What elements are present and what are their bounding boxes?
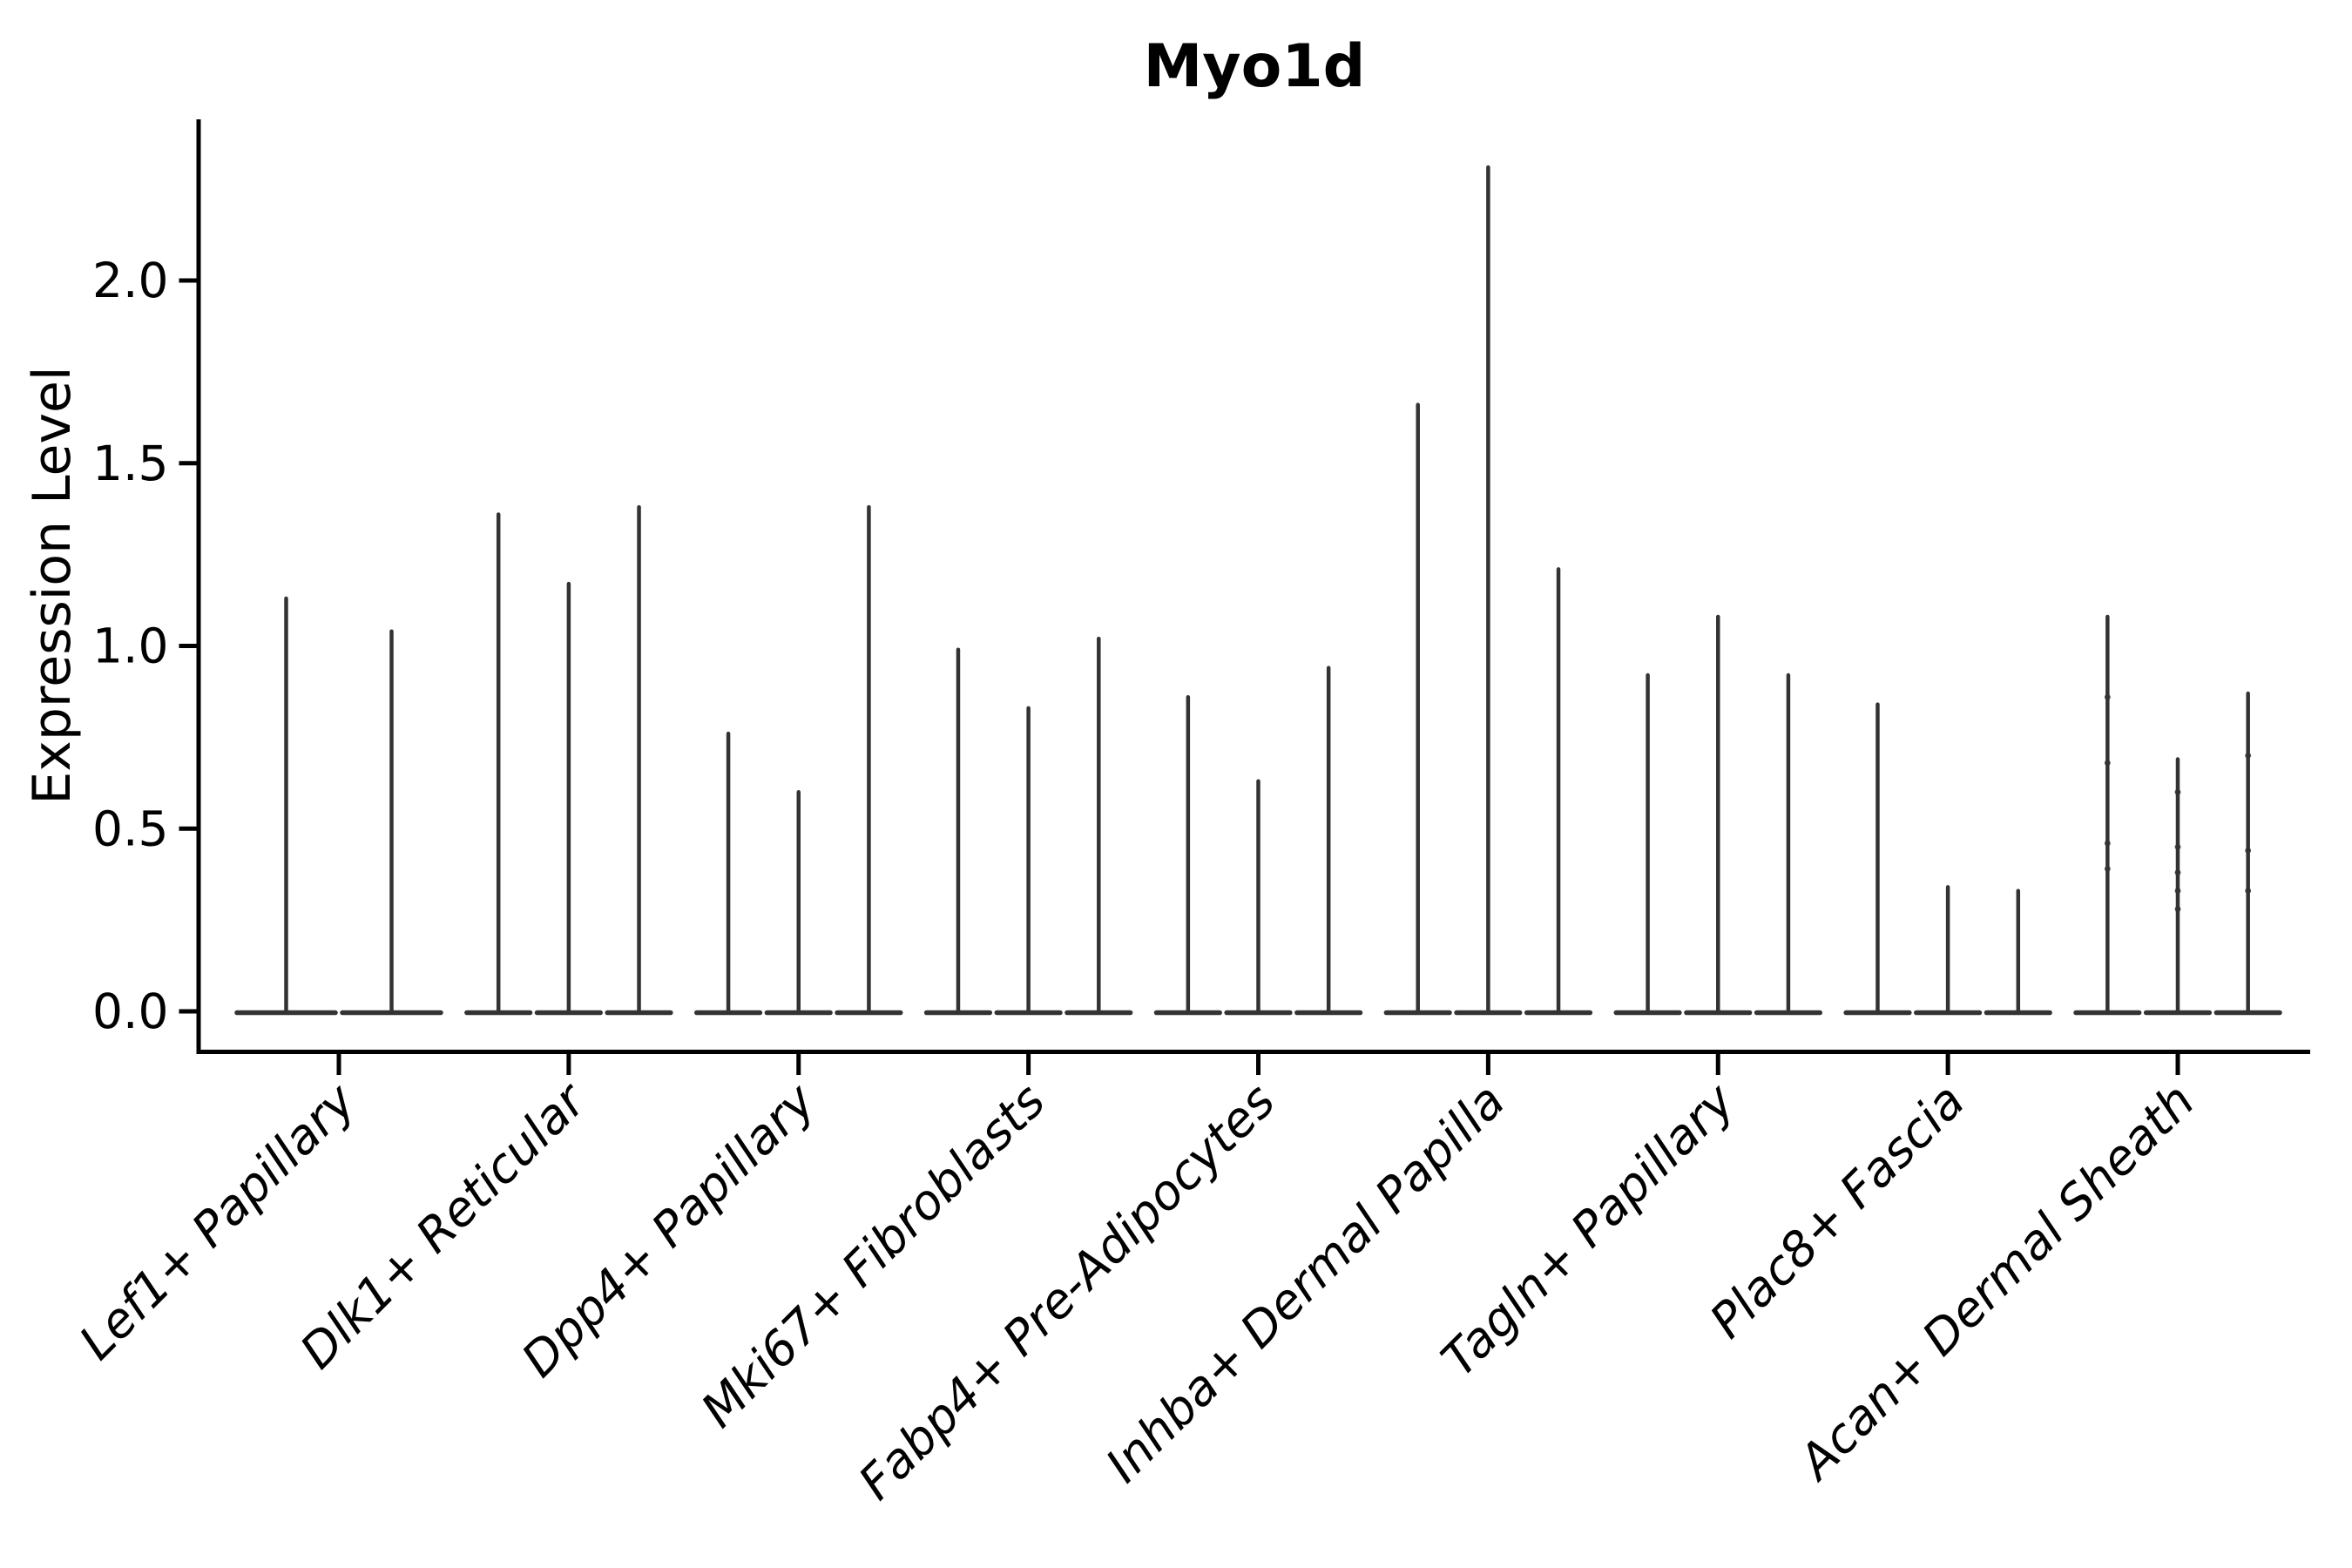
x-tick-label: Acan+ Dermal Sheath — [1787, 1072, 2206, 1491]
data-point-dot — [2174, 788, 2181, 795]
y-tick-label: 1.5 — [92, 436, 168, 491]
plot-title: Myo1d — [1144, 32, 1366, 101]
data-point-dot — [2174, 869, 2181, 875]
y-axis-label: Expression Level — [22, 366, 83, 804]
data-point-dot — [2104, 693, 2111, 700]
y-tick-label: 2.0 — [92, 253, 168, 308]
data-point-dot — [2104, 865, 2111, 872]
data-point-dot — [2245, 752, 2252, 759]
y-tick-label: 0.5 — [92, 801, 168, 856]
y-tick-label: 0.0 — [92, 983, 168, 1039]
data-point-dot — [2104, 760, 2111, 767]
data-point-dot — [2174, 906, 2181, 912]
y-tick-label: 1.0 — [92, 618, 168, 674]
data-point-dot — [2245, 848, 2252, 854]
data-point-dot — [2174, 888, 2181, 894]
data-point-dot — [2245, 888, 2252, 894]
data-point-dot — [2104, 840, 2111, 847]
x-tick-label: Fabp4+ Pre-Adipocytes — [848, 1072, 1285, 1510]
violins-layer — [234, 165, 2282, 1016]
x-tick-label: Inhba+ Dermal Papilla — [1095, 1072, 1515, 1492]
data-point-dot — [2174, 843, 2181, 850]
